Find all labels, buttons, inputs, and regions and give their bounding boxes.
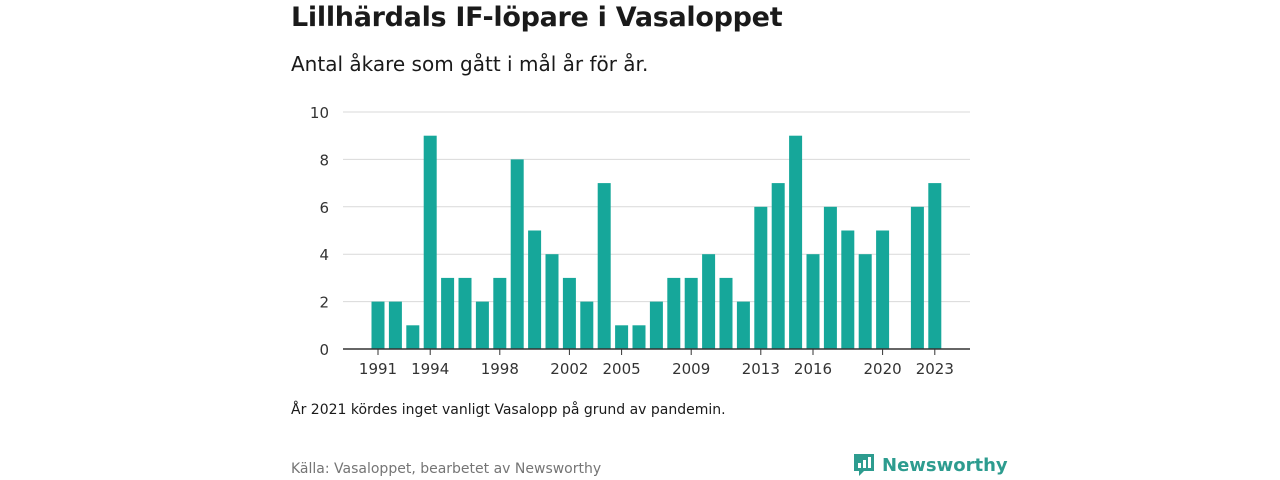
- bar: [406, 325, 420, 349]
- x-tick-label: 1998: [481, 360, 519, 378]
- y-tick-label: 0: [319, 341, 329, 359]
- newsworthy-logo-icon: [854, 454, 874, 476]
- bar: [702, 254, 716, 349]
- x-tick-label: 2020: [864, 360, 902, 378]
- bar: [475, 301, 489, 349]
- bars: [371, 135, 942, 349]
- bar: [388, 301, 402, 349]
- bar: [493, 277, 507, 349]
- bar: [823, 206, 837, 349]
- y-tick-label: 2: [319, 294, 329, 312]
- x-tick-label: 1991: [359, 360, 397, 378]
- x-tick-label: 2016: [794, 360, 832, 378]
- axes: 0 2 4 6 8 10 1991 1994 1998 2002 2005 2009 2013 2016 2…: [310, 104, 970, 378]
- bar: [545, 254, 559, 349]
- bar: [632, 325, 646, 349]
- bar: [858, 254, 872, 349]
- bar: [754, 206, 768, 349]
- y-tick-label: 10: [310, 104, 329, 122]
- x-tick-label: 2023: [916, 360, 954, 378]
- bar: [510, 159, 524, 349]
- bar: [789, 135, 803, 349]
- bar: [771, 183, 785, 349]
- bar: [736, 301, 750, 349]
- bar: [928, 183, 942, 349]
- bar: [841, 230, 855, 349]
- x-tick-label: 2002: [550, 360, 588, 378]
- y-tick-label: 6: [319, 199, 329, 217]
- bar: [562, 277, 576, 349]
- bar: [615, 325, 629, 349]
- bar: [528, 230, 542, 349]
- chart-note: År 2021 kördes inget vanligt Vasalopp på…: [291, 402, 726, 418]
- gridlines: [343, 111, 970, 303]
- x-tick-label: 1994: [411, 360, 449, 378]
- chart-subtitle: Antal åkare som gått i mål år för år.: [291, 52, 649, 76]
- y-tick-label: 8: [319, 151, 329, 169]
- x-tick-label: 2005: [603, 360, 641, 378]
- bar: [806, 254, 820, 349]
- bar: [910, 206, 924, 349]
- source-text: Källa: Vasaloppet, bearbetet av Newswort…: [291, 461, 602, 477]
- bar: [876, 230, 890, 349]
- bar-chart: 0 2 4 6 8 10 1991 1994 1998 2002 2005 2009 2013 2016 2…: [310, 104, 970, 378]
- bar: [649, 301, 663, 349]
- x-tick-label: 2009: [672, 360, 710, 378]
- bar: [597, 183, 611, 349]
- bar: [667, 277, 681, 349]
- bar: [458, 277, 472, 349]
- bar: [719, 277, 733, 349]
- bar: [684, 277, 698, 349]
- newsworthy-logo[interactable]: Newsworthy: [852, 452, 1008, 478]
- bar: [580, 301, 594, 349]
- y-tick-label: 4: [319, 246, 329, 264]
- bar: [371, 301, 385, 349]
- chart-title: Lillhärdals IF-löpare i Vasaloppet: [291, 2, 783, 33]
- bar: [423, 135, 437, 349]
- brand-name: Newsworthy: [882, 454, 1008, 476]
- x-tick-label: 2013: [742, 360, 780, 378]
- bar: [441, 277, 455, 349]
